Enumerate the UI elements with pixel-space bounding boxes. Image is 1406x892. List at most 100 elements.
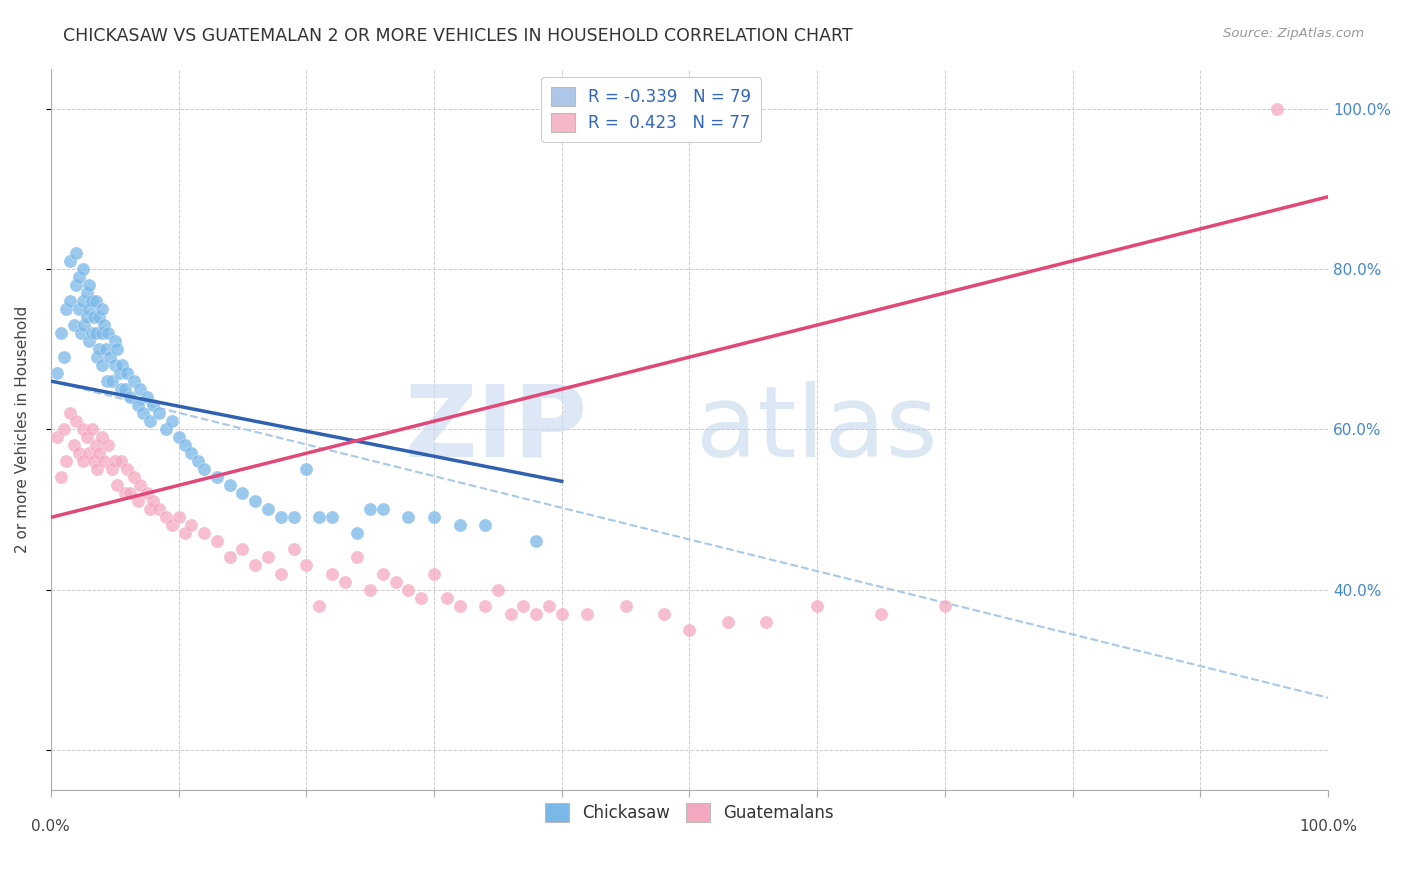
Point xyxy=(108,366,131,380)
Point xyxy=(90,430,112,444)
Point xyxy=(499,607,522,621)
Point xyxy=(65,245,87,260)
Point xyxy=(55,301,77,316)
Point xyxy=(308,599,330,613)
Point xyxy=(72,293,94,308)
Point xyxy=(90,326,112,340)
Point xyxy=(114,382,136,396)
Point xyxy=(398,510,420,524)
Point xyxy=(98,350,121,364)
Point xyxy=(63,438,86,452)
Point xyxy=(49,326,72,340)
Point xyxy=(59,253,82,268)
Point xyxy=(93,318,115,332)
Point xyxy=(257,502,280,516)
Point xyxy=(174,438,197,452)
Point xyxy=(359,582,381,597)
Point xyxy=(160,414,183,428)
Point xyxy=(270,510,292,524)
Point xyxy=(398,582,420,597)
Point xyxy=(231,542,253,557)
Point xyxy=(89,310,111,324)
Point xyxy=(80,422,103,436)
Point xyxy=(806,599,828,613)
Point xyxy=(90,301,112,316)
Point xyxy=(245,494,267,508)
Point xyxy=(371,566,394,581)
Point xyxy=(83,310,105,324)
Point xyxy=(129,382,152,396)
Point xyxy=(89,342,111,356)
Point xyxy=(52,350,75,364)
Point xyxy=(167,510,190,524)
Point xyxy=(755,615,778,629)
Point xyxy=(84,326,107,340)
Point xyxy=(295,462,318,476)
Point xyxy=(231,486,253,500)
Point xyxy=(117,366,139,380)
Point xyxy=(89,446,111,460)
Point xyxy=(93,454,115,468)
Point xyxy=(135,486,157,500)
Point xyxy=(72,422,94,436)
Point xyxy=(346,526,368,541)
Point xyxy=(86,350,108,364)
Point xyxy=(80,293,103,308)
Point xyxy=(359,502,381,516)
Point xyxy=(118,486,141,500)
Point xyxy=(411,591,433,605)
Point xyxy=(283,510,305,524)
Point xyxy=(423,510,446,524)
Point xyxy=(155,510,177,524)
Point xyxy=(423,566,446,581)
Point xyxy=(551,607,574,621)
Point xyxy=(73,318,96,332)
Point xyxy=(127,494,149,508)
Point xyxy=(90,358,112,372)
Point xyxy=(174,526,197,541)
Point xyxy=(270,566,292,581)
Point xyxy=(83,454,105,468)
Point xyxy=(139,414,162,428)
Point xyxy=(333,574,356,589)
Point xyxy=(449,599,471,613)
Point xyxy=(101,462,124,476)
Point xyxy=(139,502,162,516)
Point xyxy=(114,486,136,500)
Point xyxy=(110,454,132,468)
Point xyxy=(346,550,368,565)
Text: 100.0%: 100.0% xyxy=(1299,819,1357,834)
Point xyxy=(474,599,496,613)
Point xyxy=(122,470,145,484)
Point xyxy=(80,326,103,340)
Point xyxy=(180,518,202,533)
Point xyxy=(537,599,560,613)
Point xyxy=(104,334,127,348)
Text: atlas: atlas xyxy=(696,381,938,478)
Point xyxy=(122,374,145,388)
Point xyxy=(70,326,93,340)
Point xyxy=(193,462,215,476)
Text: 0.0%: 0.0% xyxy=(31,819,70,834)
Point xyxy=(77,301,100,316)
Point xyxy=(678,623,700,637)
Point xyxy=(148,406,170,420)
Point xyxy=(105,478,128,492)
Point xyxy=(524,534,547,549)
Point xyxy=(117,462,139,476)
Point xyxy=(486,582,509,597)
Point xyxy=(449,518,471,533)
Point xyxy=(934,599,956,613)
Point xyxy=(135,390,157,404)
Point xyxy=(101,374,124,388)
Point xyxy=(72,261,94,276)
Point xyxy=(59,293,82,308)
Point xyxy=(308,510,330,524)
Point xyxy=(84,293,107,308)
Point xyxy=(67,446,90,460)
Point xyxy=(160,518,183,533)
Legend: Chickasaw, Guatemalans: Chickasaw, Guatemalans xyxy=(536,793,844,832)
Point xyxy=(245,558,267,573)
Point xyxy=(193,526,215,541)
Point xyxy=(52,422,75,436)
